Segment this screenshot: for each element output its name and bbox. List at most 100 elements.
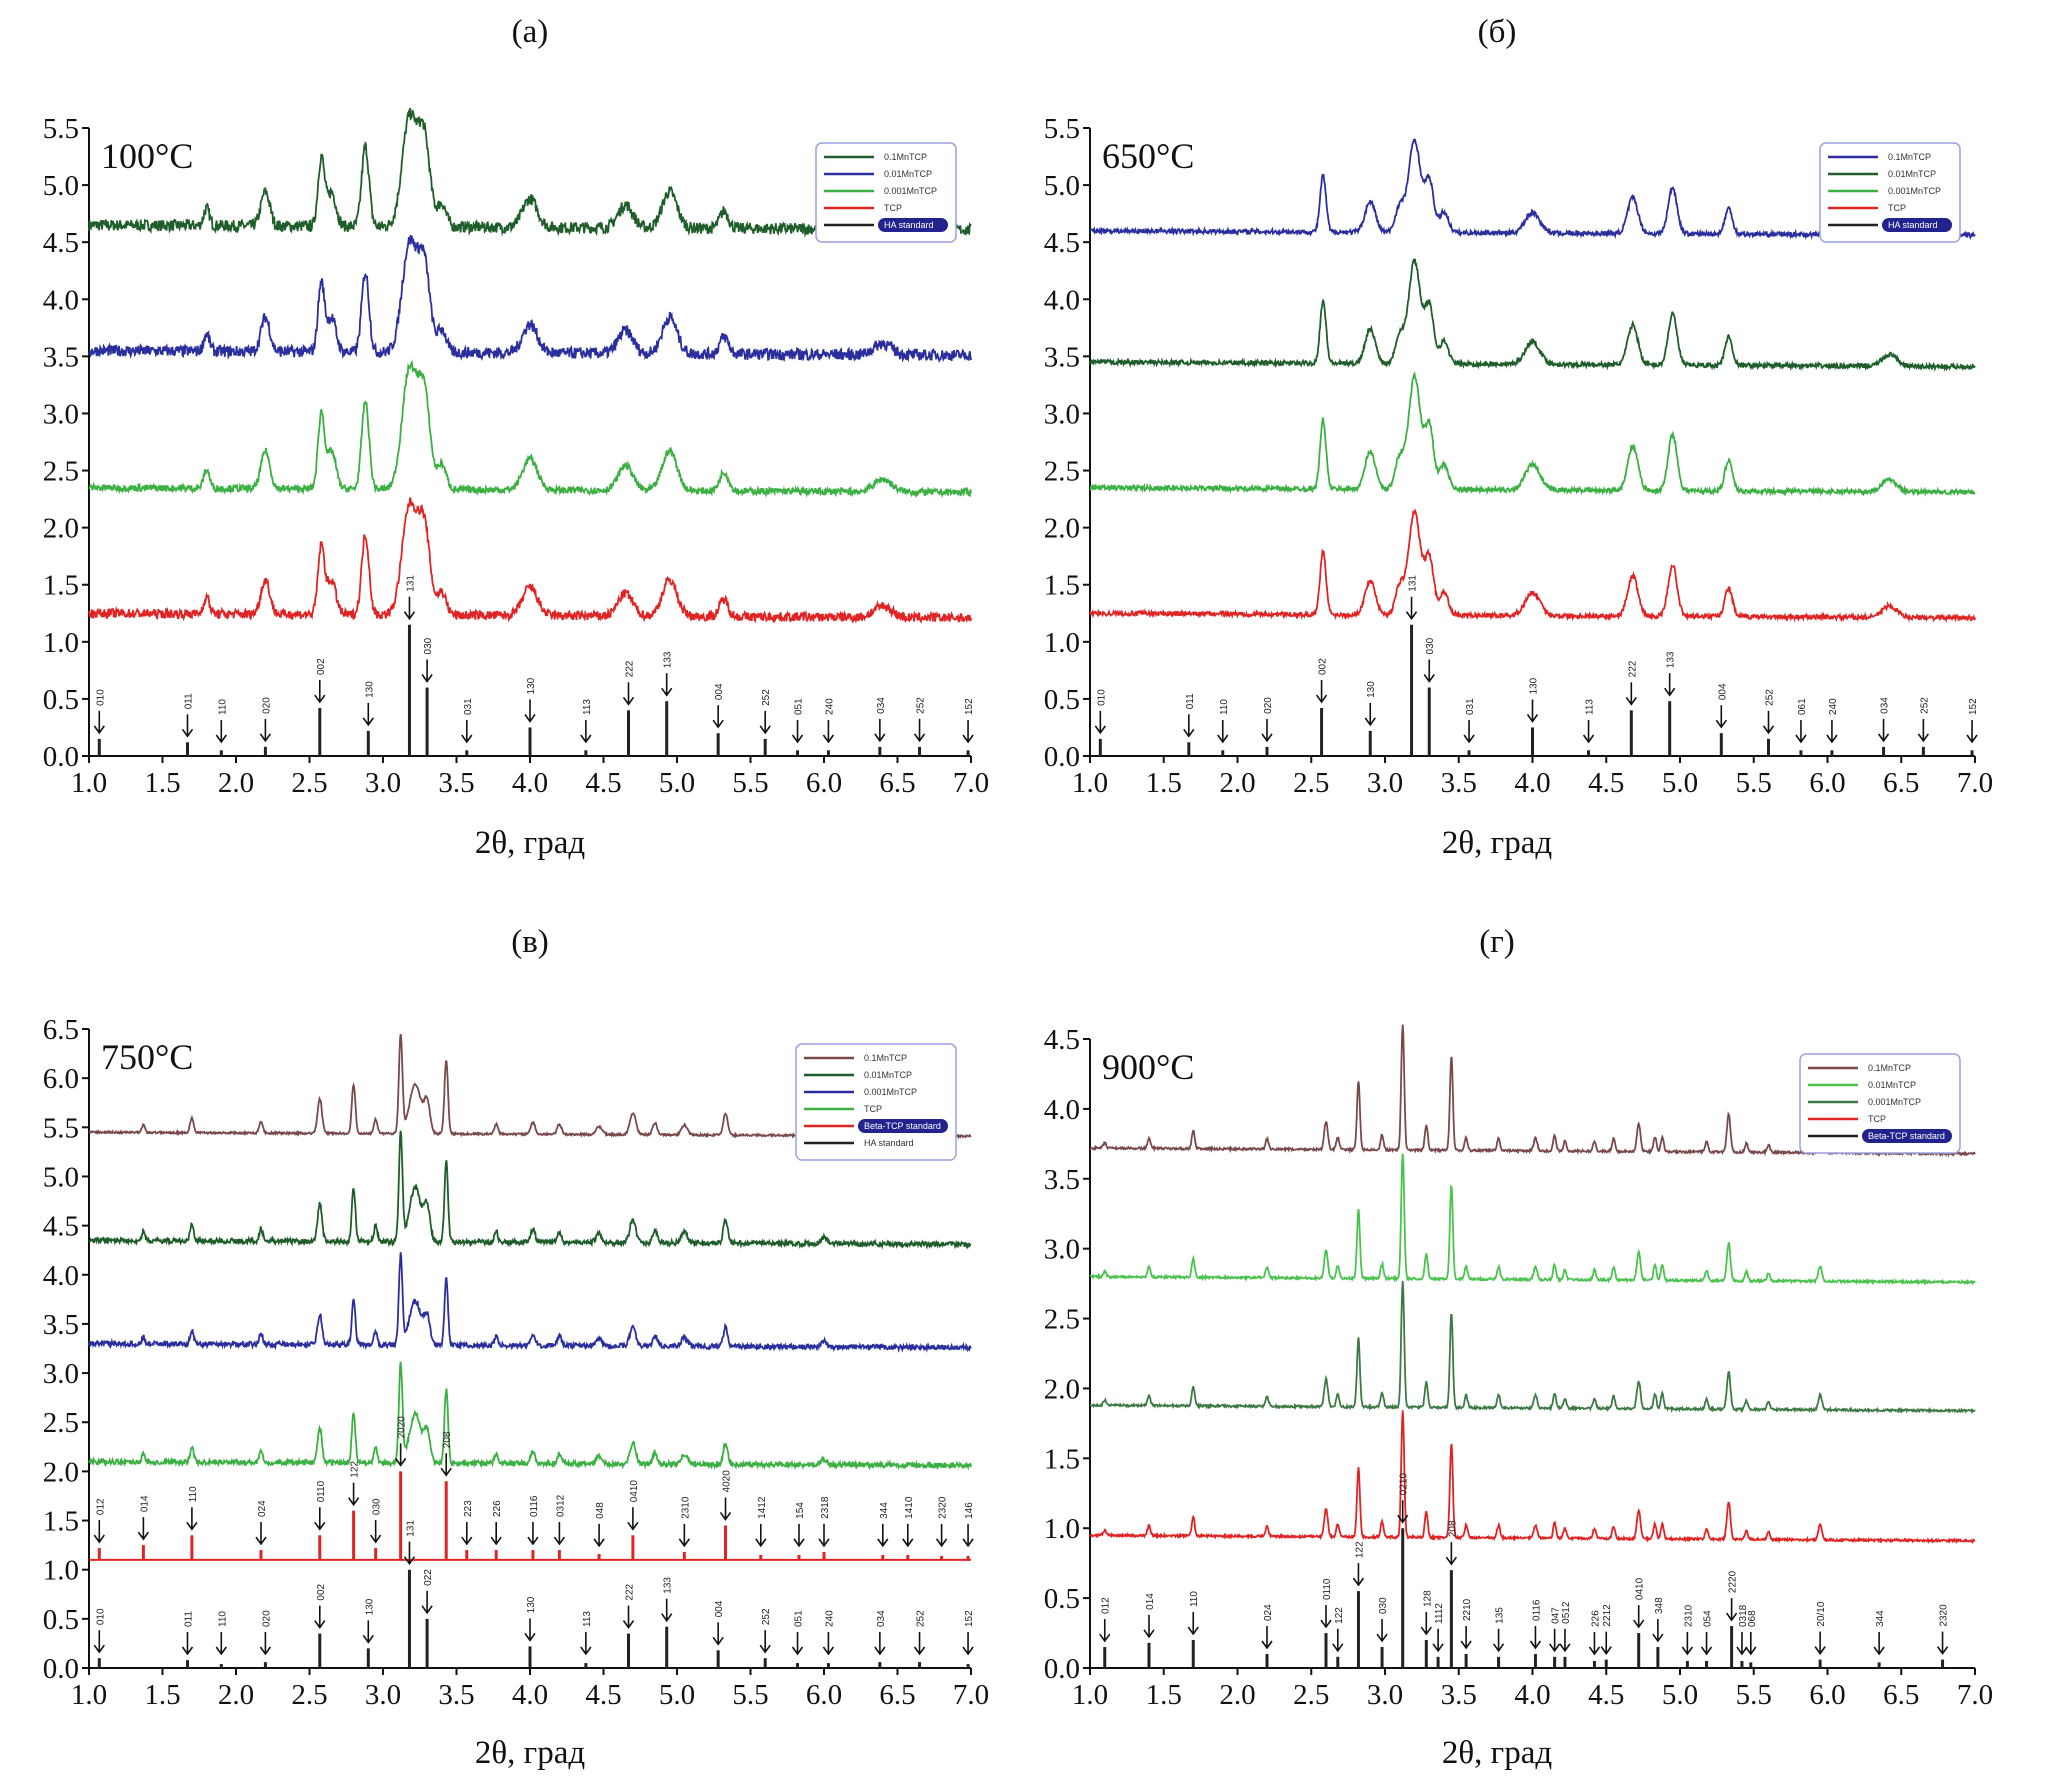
peak-index-label: 222 xyxy=(624,660,635,677)
peak-index-label: 051 xyxy=(794,1610,805,1627)
x-tick-label: 1.0 xyxy=(71,767,107,799)
peak-index-label: 252 xyxy=(761,689,772,706)
arrowhead-icon xyxy=(913,1646,926,1656)
x-tick-label: 4.5 xyxy=(1588,1679,1624,1711)
peak-index-label: 031 xyxy=(463,698,474,715)
y-tick-label: 2.0 xyxy=(1044,513,1080,545)
arrowhead-icon xyxy=(314,1521,326,1531)
arrowhead-icon xyxy=(1364,717,1376,727)
x-tick-label: 1.0 xyxy=(1072,1679,1108,1711)
arrowhead-icon xyxy=(259,1646,272,1656)
arrowhead-icon xyxy=(1320,1619,1332,1629)
arrowhead-icon xyxy=(1420,1626,1432,1636)
arrowhead-icon xyxy=(1715,719,1727,729)
y-tick-label: 6.5 xyxy=(43,1014,79,1046)
peak-index-label: 131 xyxy=(405,1520,416,1537)
x-tick-label: 3.0 xyxy=(365,767,401,799)
peak-index-label: 002 xyxy=(316,658,327,675)
arrowhead-icon xyxy=(394,1457,407,1467)
arrowhead-icon xyxy=(1600,1646,1612,1655)
arrowhead-icon xyxy=(1376,1633,1388,1643)
arrowhead-icon xyxy=(759,725,771,735)
peak-index-label: 030 xyxy=(1425,637,1436,654)
x-tick-label: 4.5 xyxy=(585,767,621,799)
x-tick-label: 3.5 xyxy=(1441,1679,1477,1711)
y-tick-label: 2.0 xyxy=(43,1456,79,1488)
legend-label: TCP xyxy=(1868,1114,1886,1124)
arrowhead-icon xyxy=(1795,734,1807,744)
peak-index-label: 004 xyxy=(1717,683,1728,700)
x-tick-label: 1.5 xyxy=(1146,1679,1182,1711)
arrowhead-icon xyxy=(580,1646,592,1656)
arrowhead-icon xyxy=(962,1538,974,1548)
peak-index-label: 051 xyxy=(794,698,805,715)
y-tick-label: 0.0 xyxy=(1044,741,1080,773)
series-line-0.001MnTCP xyxy=(88,359,972,499)
arrowhead-icon xyxy=(362,717,374,727)
arrowhead-icon xyxy=(818,1538,830,1548)
arrowhead-icon xyxy=(935,1538,948,1548)
x-tick-label: 2.5 xyxy=(1293,1679,1329,1711)
arrowhead-icon xyxy=(1814,1646,1826,1655)
peak-index-label: 061 xyxy=(1797,698,1808,715)
arrowhead-icon xyxy=(347,1497,360,1507)
peak-index-label: 154 xyxy=(795,1502,806,1519)
y-tick-label: 2.5 xyxy=(1044,456,1080,488)
peak-index-label: 0210 xyxy=(1399,1473,1410,1496)
arrowhead-icon xyxy=(1397,1514,1409,1524)
arrowhead-icon xyxy=(1405,611,1418,621)
legend-label: 0.001MnTCP xyxy=(1888,186,1941,196)
peak-index-label: 2210 xyxy=(1462,1598,1473,1621)
arrowhead-icon xyxy=(93,1534,105,1544)
x-tick-label: 1.5 xyxy=(144,767,180,799)
legend xyxy=(1799,1053,1961,1154)
peak-index-label: 4020 xyxy=(722,1470,733,1493)
legend-label: 0.01MnTCP xyxy=(884,169,932,179)
peak-index-label: 110 xyxy=(217,699,228,715)
arrowhead-icon xyxy=(1625,696,1637,706)
peak-index-label: 133 xyxy=(663,1577,674,1594)
peak-index-label: 2020 xyxy=(397,1416,408,1439)
x-tick-label: 7.0 xyxy=(953,767,989,799)
arrowhead-icon xyxy=(712,1636,724,1646)
legend-label: HA standard xyxy=(864,1138,914,1148)
peak-index-label: 122 xyxy=(350,1461,361,1478)
y-tick-label: 1.5 xyxy=(1044,570,1080,602)
peak-index-label: 031 xyxy=(1465,698,1476,715)
peak-index-label: 047 xyxy=(1551,1607,1562,1624)
y-tick-label: 1.0 xyxy=(1044,1513,1080,1545)
x-tick-label: 5.0 xyxy=(1662,767,1698,799)
arrowhead-icon xyxy=(1460,1640,1472,1650)
x-axis-label: 2θ, град xyxy=(1442,825,1552,861)
arrowhead-icon xyxy=(369,1534,382,1544)
x-tick-label: 6.0 xyxy=(806,767,842,799)
peak-index-label: 240 xyxy=(1828,698,1839,715)
peak-index-label: 030 xyxy=(372,1498,383,1515)
arrowhead-icon xyxy=(1445,1556,1458,1566)
x-tick-label: 2.0 xyxy=(1219,767,1255,799)
y-tick-label: 5.0 xyxy=(43,170,79,202)
arrowhead-icon xyxy=(259,733,272,743)
y-tick-label: 4.0 xyxy=(1044,284,1080,316)
x-tick-label: 1.0 xyxy=(1072,767,1108,799)
x-tick-label: 2.0 xyxy=(218,1679,254,1711)
arrowhead-icon xyxy=(1492,1643,1505,1653)
arrowhead-icon xyxy=(1664,687,1676,697)
temperature-annotation: 900°C xyxy=(1102,1047,1194,1087)
arrowhead-icon xyxy=(403,611,416,621)
peak-index-label: 152 xyxy=(964,698,975,715)
legend-label: 0.1MnTCP xyxy=(884,152,927,162)
x-tick-label: 5.5 xyxy=(732,1679,768,1711)
x-tick-label: 3.0 xyxy=(365,1679,401,1711)
arrowhead-icon xyxy=(622,1620,635,1629)
peak-index-label: 011 xyxy=(1185,693,1196,709)
arrowhead-icon xyxy=(913,733,926,743)
peak-index-label: 010 xyxy=(95,689,106,706)
arrowhead-icon xyxy=(1099,1633,1111,1643)
legend-label: HA standard xyxy=(1888,220,1938,230)
panel-0: (a) 2θ, град 100°C 1.0 1.5 2.0 2.5 3.0 3.5 4.0 4.5… xyxy=(43,14,989,861)
arrowhead-icon xyxy=(1183,728,1195,738)
peak-index-label: 133 xyxy=(1666,651,1677,668)
peak-index-label: 034 xyxy=(1880,697,1891,714)
x-tick-label: 4.5 xyxy=(1588,767,1624,799)
